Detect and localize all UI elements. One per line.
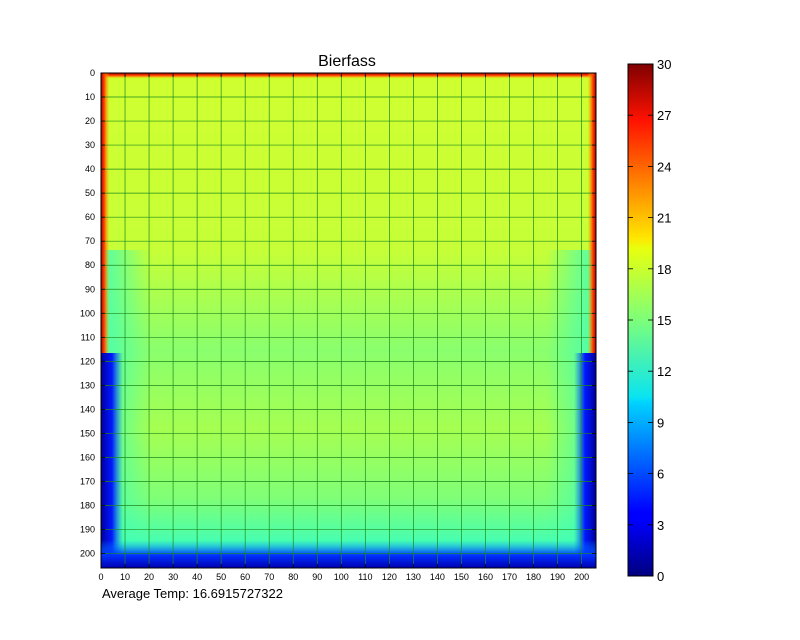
x-tick-label: 140 [430,572,445,582]
y-tick-label: 200 [80,549,95,559]
heatmap-field [101,73,596,568]
y-tick-label: 130 [80,380,95,390]
colorbar-tick-label: 12 [657,364,671,379]
chart-title: Bierfass [318,53,376,70]
colorbar-tick-label: 9 [657,415,664,430]
x-tick-label: 110 [358,572,372,582]
colorbar-tick-label: 27 [657,108,671,123]
x-tick-label: 170 [502,572,517,582]
x-tick-label: 120 [382,572,397,582]
y-tick-label: 190 [80,525,95,535]
x-tick-label: 30 [168,572,178,582]
heatmap-right-wall-hot [588,73,596,355]
colorbar-tick-label: 15 [657,313,671,328]
x-tick-label: 60 [240,572,250,582]
colorbar-tick-label: 6 [657,467,664,482]
y-tick-label: 100 [80,308,95,318]
x-tick-label: 130 [406,572,421,582]
x-tick-label: 90 [312,572,322,582]
y-tick-label: 150 [80,428,95,438]
x-tick-label: 40 [192,572,202,582]
y-tick-label: 80 [85,260,95,270]
y-tick-label: 70 [85,236,95,246]
colorbar-axis: 0 3 6 9 12 15 18 21 24 27 30 [628,57,671,584]
y-tick-label: 20 [85,116,95,126]
y-tick-label: 50 [85,188,95,198]
heatmap-right-wall-cold [574,353,596,568]
colorbar-tick-label: 0 [657,569,664,584]
x-tick-label: 0 [98,572,103,582]
heatmap-top-wall [101,73,596,78]
average-temp-label: Average Temp: [102,586,189,601]
y-tick-label: 140 [80,404,95,414]
y-tick-label: 180 [80,501,95,511]
y-tick-label: 110 [81,332,95,342]
y-tick-label: 120 [80,356,95,366]
x-tick-label: 160 [478,572,493,582]
average-temp-readout: Average Temp: 16.6915727322 [102,586,283,601]
x-tick-label: 100 [334,572,349,582]
x-tick-label: 20 [144,572,154,582]
heatmap-bottom-edge [101,540,596,568]
x-tick-label: 70 [264,572,274,582]
colorbar-tick-label: 3 [657,518,664,533]
y-tick-label: 10 [85,92,95,102]
heatmap-interior [101,73,596,568]
y-tick-label: 160 [80,452,95,462]
y-tick-label: 30 [85,140,95,150]
y-tick-label: 0 [90,68,95,78]
grid-lines [101,73,596,568]
y-tick-label: 40 [85,164,95,174]
colorbar-tick-label: 30 [657,57,671,72]
x-tick-label: 50 [216,572,226,582]
colorbar-tick-label: 24 [657,159,671,174]
colorbar-tick-label: 21 [657,211,671,226]
plot-frame [100,72,597,569]
colorbar-tick-label: 18 [657,262,671,277]
x-axis: 0 10 20 30 40 50 60 70 80 90 100 110 120 130 140 150 160… [98,73,589,582]
y-tick-label: 170 [80,476,95,486]
x-tick-label: 180 [526,572,541,582]
x-tick-label: 80 [288,572,298,582]
x-tick-label: 190 [550,572,565,582]
x-tick-label: 200 [574,572,589,582]
y-tick-label: 90 [85,284,95,294]
y-axis: 0 10 20 30 40 50 60 70 80 90 100 110 120 130 140 150 160… [80,68,596,559]
x-tick-label: 150 [454,572,469,582]
heatmap-left-wall-hot [101,73,109,355]
y-tick-label: 60 [85,212,95,222]
x-tick-label: 10 [120,572,130,582]
heatmap-left-wall-cold [101,353,123,568]
average-temp-value: 16.6915727322 [192,586,283,601]
